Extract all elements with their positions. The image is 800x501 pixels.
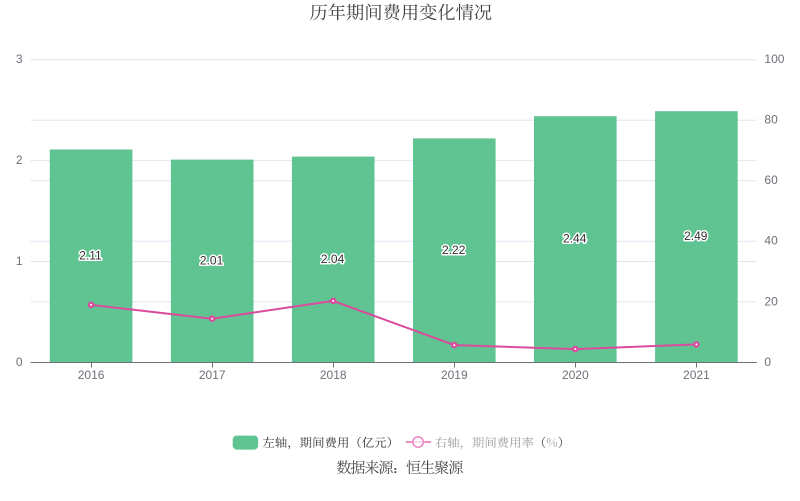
svg-text:3: 3 [16,52,23,66]
svg-text:2.49: 2.49 [684,229,708,243]
svg-text:0: 0 [764,355,771,369]
svg-text:2018: 2018 [320,368,347,382]
svg-text:2016: 2016 [78,368,105,382]
svg-text:0: 0 [16,355,23,369]
svg-text:100: 100 [764,52,784,66]
svg-text:2.01: 2.01 [200,253,224,267]
svg-text:2.11: 2.11 [79,248,102,262]
svg-text:2021: 2021 [683,368,710,382]
svg-text:2: 2 [16,153,23,167]
svg-text:80: 80 [764,113,778,127]
svg-text:40: 40 [764,234,778,248]
svg-text:2020: 2020 [562,368,589,382]
svg-text:2.04: 2.04 [321,252,345,266]
svg-text:1: 1 [16,254,23,268]
svg-text:60: 60 [764,173,778,187]
svg-text:2.44: 2.44 [563,232,587,246]
svg-text:20: 20 [764,294,778,308]
svg-text:2017: 2017 [199,368,226,382]
svg-text:2.22: 2.22 [442,243,466,257]
svg-text:2019: 2019 [441,368,468,382]
